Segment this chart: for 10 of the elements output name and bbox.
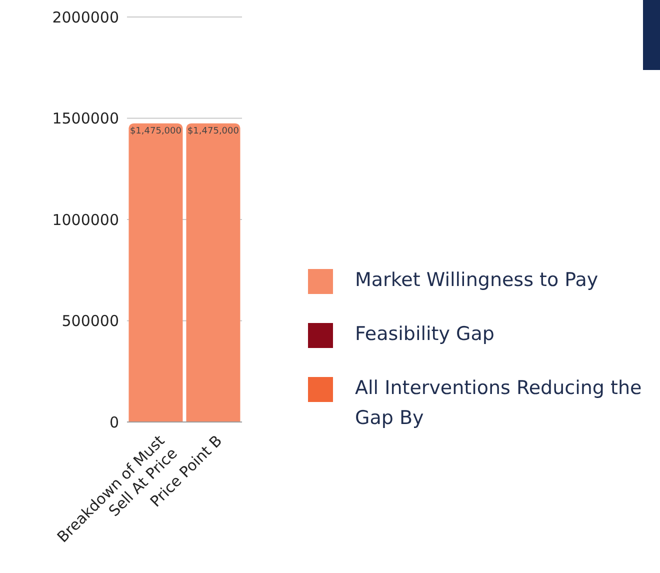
- y-tick-label: 0: [109, 413, 119, 432]
- data-label: $1,475,000: [187, 126, 240, 136]
- y-tick-label: 1000000: [52, 210, 119, 229]
- legend-label: Market Willingness to Pay: [355, 268, 600, 293]
- legend-label: Feasibility Gap: [355, 322, 496, 347]
- y-tick-label: 1500000: [52, 110, 119, 128]
- data-label: $1,475,000: [130, 126, 182, 136]
- y-tick-label: 500000: [62, 312, 119, 330]
- y-tick-label: 2000000: [52, 8, 119, 26]
- legend-label: All Interventions Reducing the Gap By: [355, 376, 643, 431]
